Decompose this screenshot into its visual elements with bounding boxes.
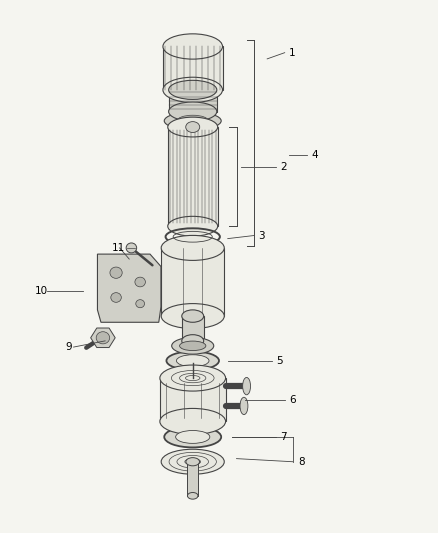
Ellipse shape — [169, 102, 217, 121]
Ellipse shape — [164, 112, 221, 130]
Bar — [160, 378, 226, 422]
Polygon shape — [91, 328, 115, 348]
Ellipse shape — [110, 267, 122, 278]
Ellipse shape — [180, 341, 206, 351]
Ellipse shape — [168, 117, 218, 137]
Ellipse shape — [160, 365, 226, 391]
Bar — [161, 248, 224, 316]
Ellipse shape — [182, 310, 204, 322]
Text: 6: 6 — [289, 395, 296, 405]
Ellipse shape — [161, 236, 224, 261]
Ellipse shape — [243, 377, 251, 395]
Text: 2: 2 — [280, 163, 287, 172]
Text: 4: 4 — [311, 150, 318, 160]
Text: 7: 7 — [280, 432, 287, 442]
Ellipse shape — [111, 293, 121, 302]
Ellipse shape — [177, 115, 208, 126]
Ellipse shape — [163, 77, 223, 102]
Ellipse shape — [166, 351, 219, 370]
Ellipse shape — [177, 355, 209, 367]
Text: 1: 1 — [289, 47, 296, 58]
Ellipse shape — [186, 458, 200, 466]
Ellipse shape — [163, 34, 223, 59]
Ellipse shape — [168, 216, 218, 236]
Ellipse shape — [164, 426, 221, 447]
Ellipse shape — [240, 397, 248, 415]
Text: 5: 5 — [276, 356, 283, 366]
Bar — [168, 127, 218, 226]
Ellipse shape — [135, 277, 145, 287]
Ellipse shape — [96, 332, 110, 344]
Ellipse shape — [187, 492, 198, 499]
Bar — [163, 46, 223, 90]
Bar — [187, 462, 198, 496]
Bar — [182, 316, 204, 341]
Ellipse shape — [136, 300, 145, 308]
Text: 3: 3 — [258, 230, 265, 240]
Ellipse shape — [186, 122, 200, 133]
Ellipse shape — [176, 431, 210, 443]
Text: 10: 10 — [35, 286, 48, 296]
Polygon shape — [97, 254, 161, 322]
Ellipse shape — [126, 243, 137, 253]
Text: 9: 9 — [66, 342, 72, 352]
Ellipse shape — [160, 408, 226, 434]
Ellipse shape — [182, 335, 204, 347]
Bar — [169, 90, 217, 111]
Ellipse shape — [161, 304, 224, 328]
Text: 11: 11 — [112, 243, 125, 253]
Ellipse shape — [172, 337, 214, 354]
Ellipse shape — [161, 449, 224, 474]
Text: 8: 8 — [298, 457, 304, 467]
Ellipse shape — [169, 80, 217, 100]
